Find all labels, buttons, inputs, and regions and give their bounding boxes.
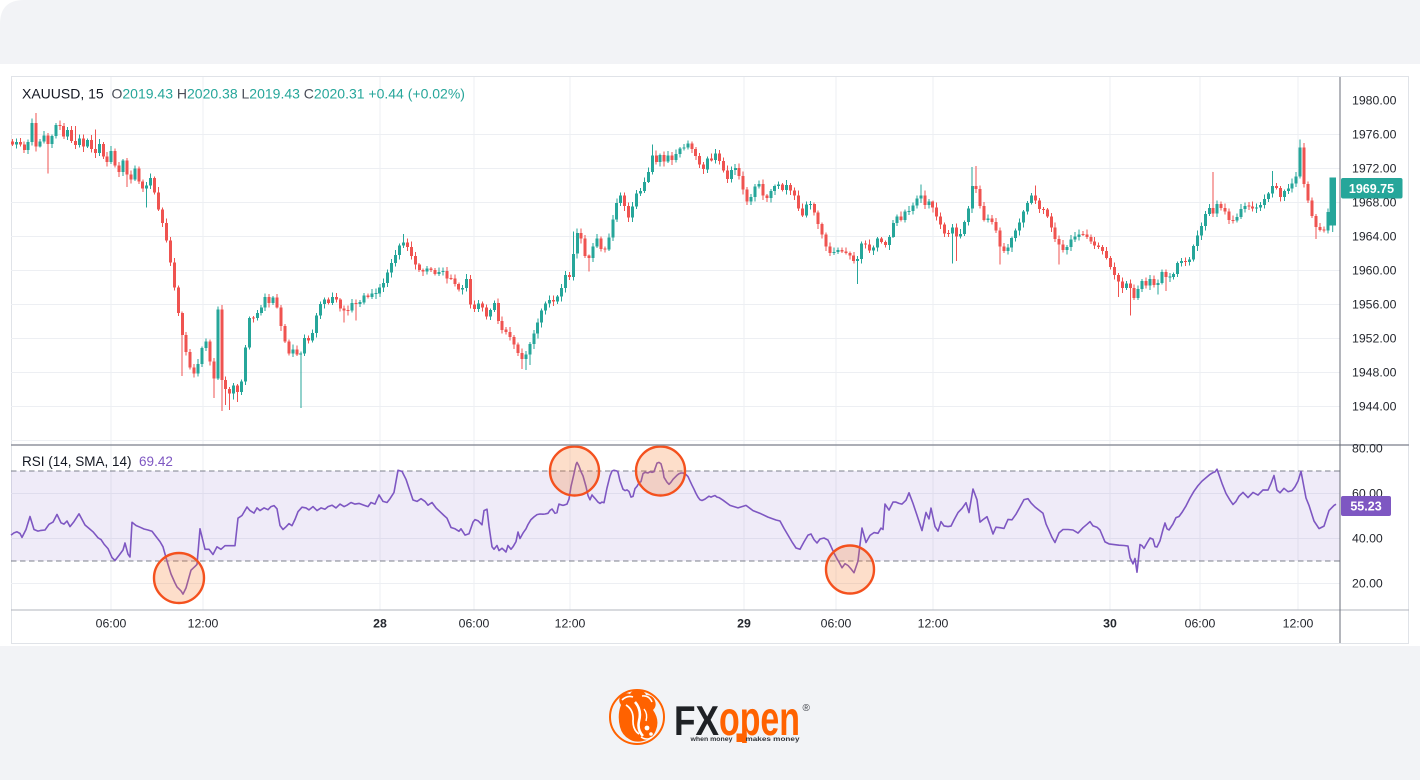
svg-text:1980.00: 1980.00 — [1352, 94, 1397, 108]
svg-text:06:00: 06:00 — [1185, 617, 1216, 631]
svg-text:06:00: 06:00 — [821, 617, 852, 631]
svg-text:28: 28 — [373, 617, 387, 631]
svg-text:06:00: 06:00 — [459, 617, 490, 631]
svg-text:20.00: 20.00 — [1352, 577, 1383, 591]
svg-text:55.23: 55.23 — [1350, 500, 1381, 514]
svg-text:1948.00: 1948.00 — [1352, 366, 1397, 380]
svg-text:1972.00: 1972.00 — [1352, 162, 1397, 176]
svg-text:FX: FX — [674, 697, 719, 744]
svg-text:1969.75: 1969.75 — [1349, 182, 1394, 196]
svg-text:1976.00: 1976.00 — [1352, 128, 1397, 142]
svg-text:12:00: 12:00 — [555, 617, 586, 631]
svg-text:30: 30 — [1103, 617, 1117, 631]
svg-text:1960.00: 1960.00 — [1352, 264, 1397, 278]
svg-text:29: 29 — [737, 617, 751, 631]
svg-text:12:00: 12:00 — [188, 617, 219, 631]
svg-text:RSI (14, SMA, 14) 69.42: RSI (14, SMA, 14) 69.42 — [22, 454, 173, 469]
svg-text:makes money: makes money — [746, 736, 801, 743]
svg-text:1944.00: 1944.00 — [1352, 400, 1397, 414]
svg-text:12:00: 12:00 — [918, 617, 949, 631]
svg-text:1968.00: 1968.00 — [1352, 196, 1397, 210]
svg-text:06:00: 06:00 — [96, 617, 127, 631]
svg-text:when money: when money — [689, 736, 733, 743]
svg-text:12:00: 12:00 — [1283, 617, 1314, 631]
svg-text:40.00: 40.00 — [1352, 532, 1383, 546]
svg-text:1952.00: 1952.00 — [1352, 332, 1397, 346]
svg-text:®: ® — [803, 703, 811, 714]
svg-text:open: open — [719, 693, 800, 746]
svg-text:80.00: 80.00 — [1352, 442, 1383, 456]
svg-text:1956.00: 1956.00 — [1352, 298, 1397, 312]
svg-text:XAUUSD, 15 O2019.43 H2020.38: XAUUSD, 15 O2019.43 H2020.38 L2019.43 C2… — [22, 86, 465, 102]
svg-text:1964.00: 1964.00 — [1352, 230, 1397, 244]
